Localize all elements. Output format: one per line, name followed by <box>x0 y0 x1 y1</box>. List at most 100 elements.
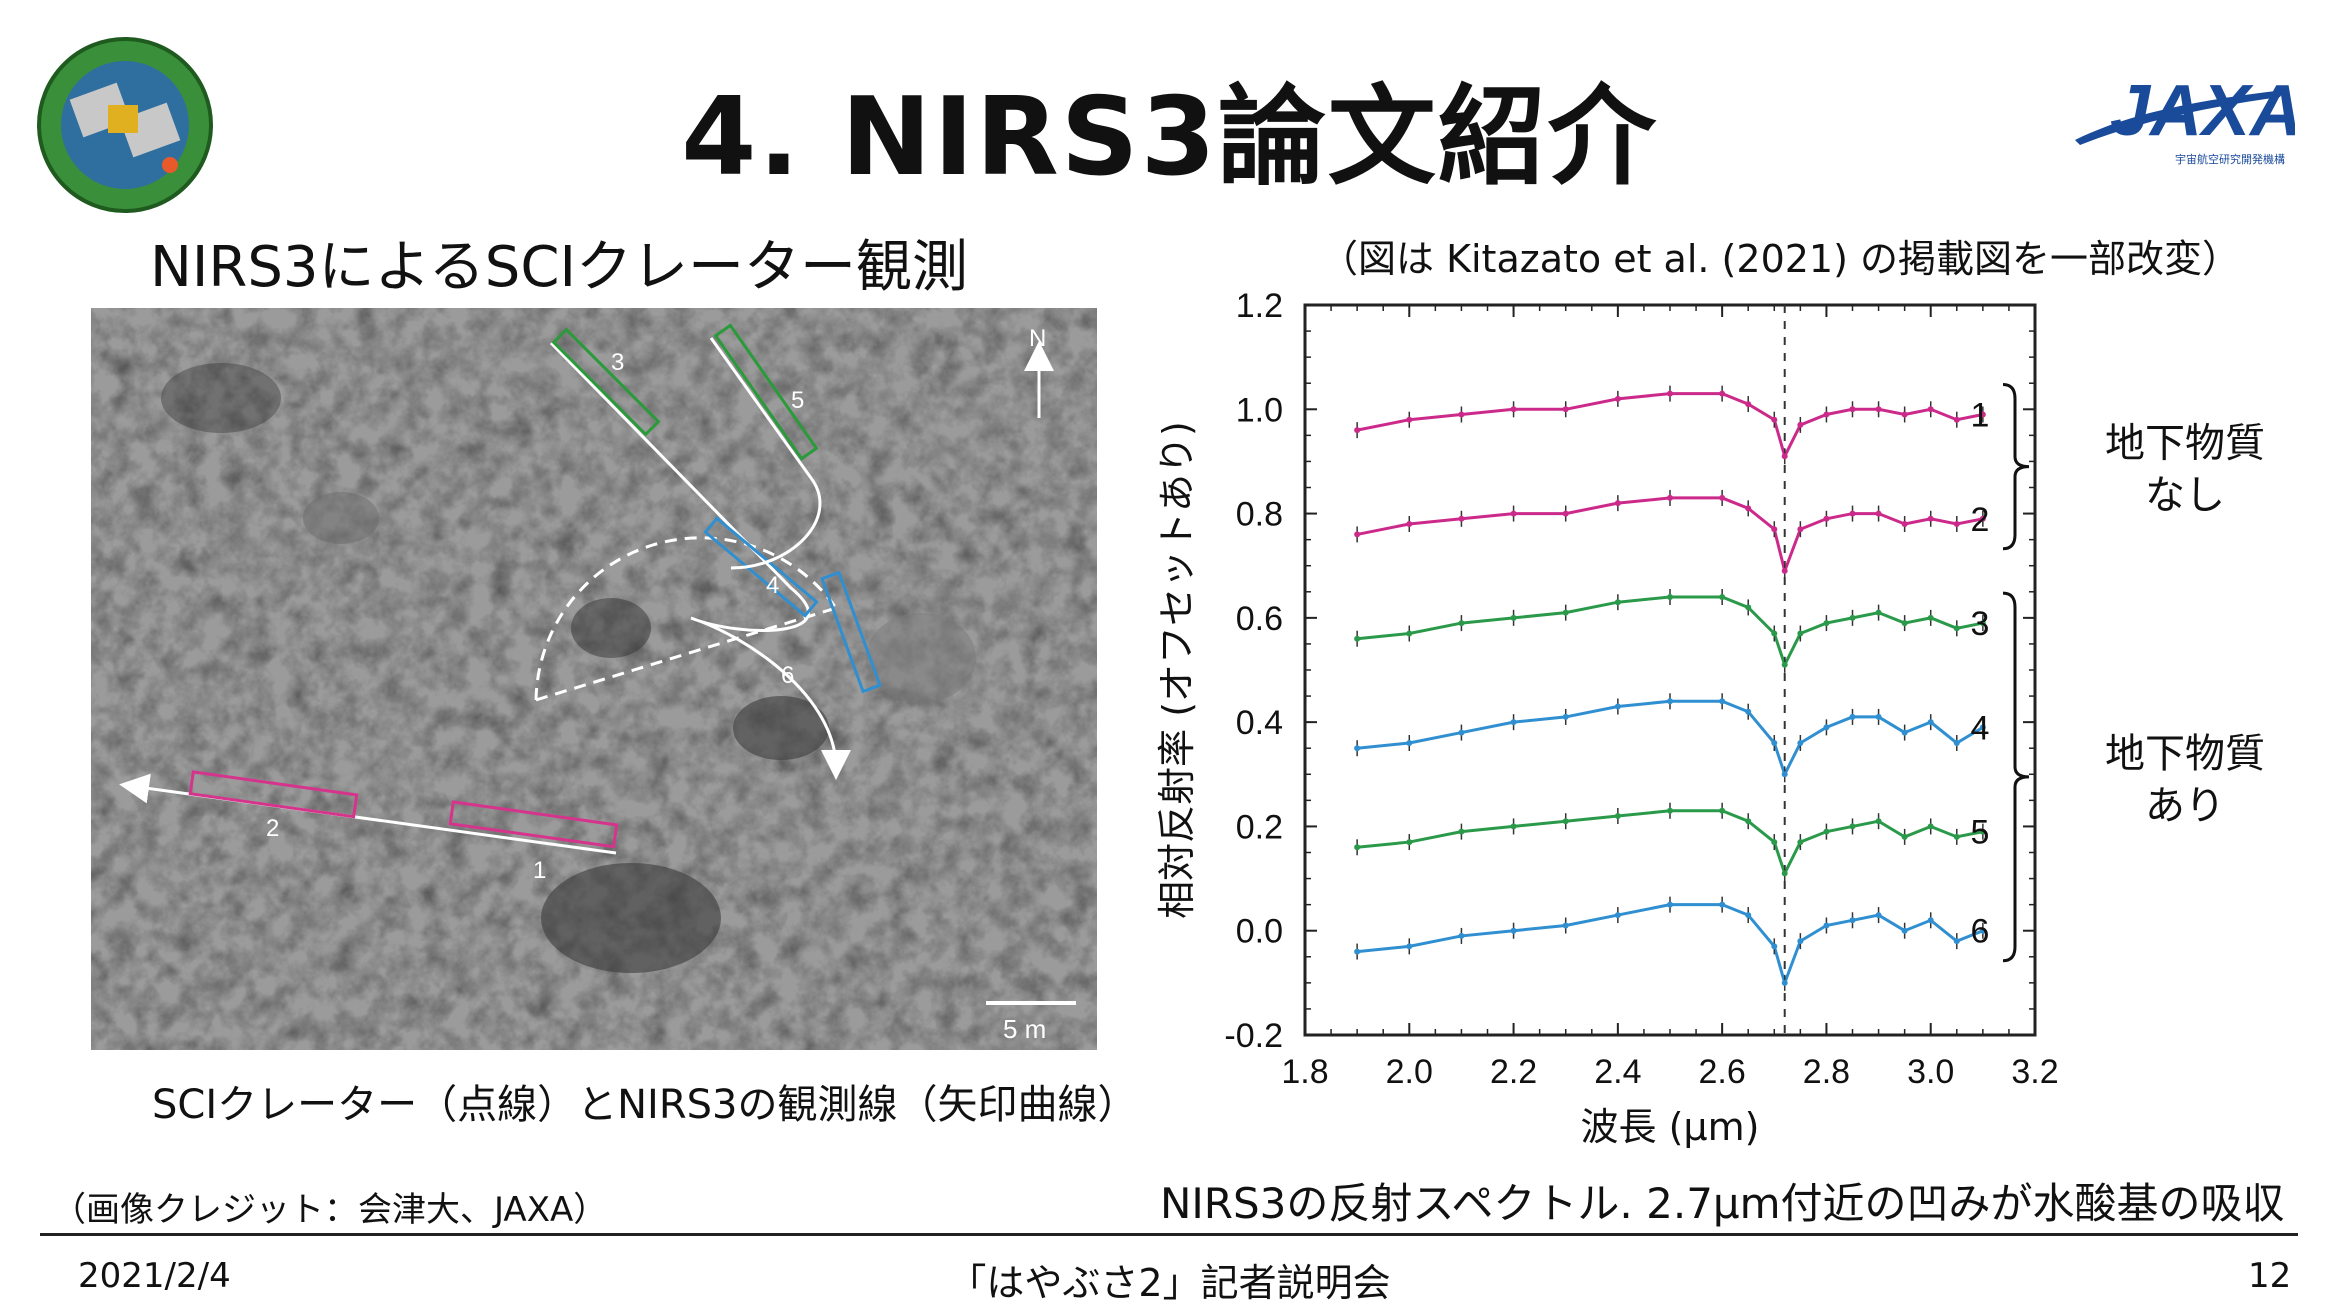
y-tick-label: 0.2 <box>1236 808 1283 846</box>
data-point <box>1901 411 1908 418</box>
data-point <box>1406 839 1413 846</box>
data-point <box>1614 912 1621 919</box>
data-point <box>1979 927 1986 934</box>
group-bracket <box>2002 383 2030 551</box>
data-point <box>1953 833 1960 840</box>
data-point <box>1719 594 1726 600</box>
data-point <box>1927 823 1934 830</box>
data-point <box>1771 416 1778 423</box>
data-point <box>1745 505 1752 512</box>
data-point <box>1781 567 1788 574</box>
group-label-line2: なし <box>2145 473 2225 519</box>
data-point <box>1797 938 1804 945</box>
plot-frame <box>1303 303 2037 1037</box>
data-point <box>1823 922 1830 929</box>
data-point <box>1781 453 1788 460</box>
figure-note: （図は Kitazato et al. (2021) の掲載図を一部改変） <box>1320 237 2240 281</box>
image-credit: （画像クレジット：会津大、JAXA） <box>52 1190 608 1230</box>
data-point <box>1979 724 1986 731</box>
data-point <box>1953 521 1960 527</box>
x-tick-label: 2.4 <box>1594 1053 1641 1091</box>
chart-caption: NIRS3の反射スペクトル. 2.7μm付近の凹みが水酸基の吸収 <box>1160 1179 2285 1228</box>
reflectance-spectrum-chart: 1.8 2.0 2.2 2.4 2.6 2.8 3.0 3.2 -0.2 0.0 0.2 0.4 0.6… <box>1155 287 2265 1149</box>
hayabusa2-badge-logo <box>30 35 220 215</box>
series-label-2: 2 <box>1971 501 1990 539</box>
data-point <box>1562 818 1569 825</box>
y-axis-label: 相対反射率 (オフセットあり) <box>1155 421 1199 919</box>
data-point <box>1354 531 1361 538</box>
y-tick-label: 0.4 <box>1236 704 1283 742</box>
track-box-2 <box>188 770 359 819</box>
series-line-5 <box>1356 809 1984 878</box>
track-box-4 <box>703 516 819 618</box>
data-point <box>1745 818 1752 825</box>
series-line-2 <box>1356 496 1984 576</box>
data-point <box>1354 844 1361 851</box>
track-line-5 <box>709 337 822 570</box>
data-point <box>1979 411 1986 418</box>
data-point <box>1953 740 1960 746</box>
data-point <box>1667 594 1673 600</box>
data-point <box>1406 630 1413 637</box>
data-point <box>1849 406 1856 413</box>
data-point <box>1979 828 1986 835</box>
x-tick-label: 2.6 <box>1699 1053 1746 1091</box>
data-point <box>1823 828 1830 835</box>
group-bracket <box>2002 591 2030 963</box>
track-label-5: 5 <box>791 387 804 414</box>
data-point <box>1406 943 1413 950</box>
data-point <box>1823 724 1830 731</box>
y-tick-label: 0.8 <box>1236 496 1283 534</box>
photo-caption: SCIクレーター（点線）とNIRS3の観測線（矢印曲線） <box>152 1082 1138 1128</box>
sci-crater-outline <box>534 536 838 701</box>
data-point <box>1745 708 1752 715</box>
data-point <box>1797 839 1804 846</box>
data-point <box>1771 839 1778 846</box>
jaxa-logo: JAXA 宇宙航空研究開発機構 <box>2055 45 2302 195</box>
slide-title: 4. NIRS3論文紹介 <box>681 75 1658 200</box>
track-label-4: 4 <box>766 572 779 599</box>
data-point <box>1901 927 1908 934</box>
data-point <box>1781 870 1788 877</box>
data-point <box>1406 521 1413 527</box>
x-tick-label: 3.2 <box>2011 1053 2058 1091</box>
track-box-3 <box>551 327 661 437</box>
x-tick-label: 2.0 <box>1386 1053 1433 1091</box>
data-point <box>1927 515 1934 522</box>
data-point <box>1849 614 1856 621</box>
data-point <box>1771 740 1778 746</box>
data-point <box>1797 526 1804 533</box>
data-point <box>1953 416 1960 423</box>
series-label-4: 4 <box>1971 709 1990 747</box>
footer-date: 2021/2/4 <box>78 1256 231 1296</box>
data-point <box>1458 828 1465 835</box>
data-point <box>1849 510 1856 517</box>
scale-label: 5 m <box>1003 1014 1046 1044</box>
track-label-3: 3 <box>611 349 624 376</box>
data-point <box>1901 729 1908 736</box>
data-point <box>1927 614 1934 621</box>
data-point <box>1719 494 1726 501</box>
data-point <box>1719 807 1726 814</box>
x-tick-label: 2.2 <box>1490 1053 1537 1091</box>
data-point <box>1510 719 1517 726</box>
x-tick-label: 2.8 <box>1803 1053 1850 1091</box>
series-label-5: 5 <box>1971 814 1990 852</box>
series-line-6 <box>1356 903 1984 988</box>
crater-photo: 1 2 3 4 6 5 N 5 m <box>91 308 1097 1050</box>
data-point <box>1979 515 1986 522</box>
data-point <box>1667 698 1673 705</box>
data-point <box>1458 729 1465 736</box>
data-point <box>1562 609 1569 616</box>
data-point <box>1406 416 1413 423</box>
data-point <box>1781 771 1788 778</box>
track-line-3-4-6 <box>549 341 851 780</box>
data-point <box>1797 630 1804 637</box>
group-label-line1: 地下物質 <box>2105 731 2265 777</box>
series-line-4 <box>1356 699 1984 779</box>
data-point <box>1667 901 1673 908</box>
y-tick-label: 1.2 <box>1236 287 1283 325</box>
data-point <box>1719 901 1726 908</box>
series-label-1: 1 <box>1971 397 1990 435</box>
page-number: 12 <box>2248 1256 2292 1296</box>
